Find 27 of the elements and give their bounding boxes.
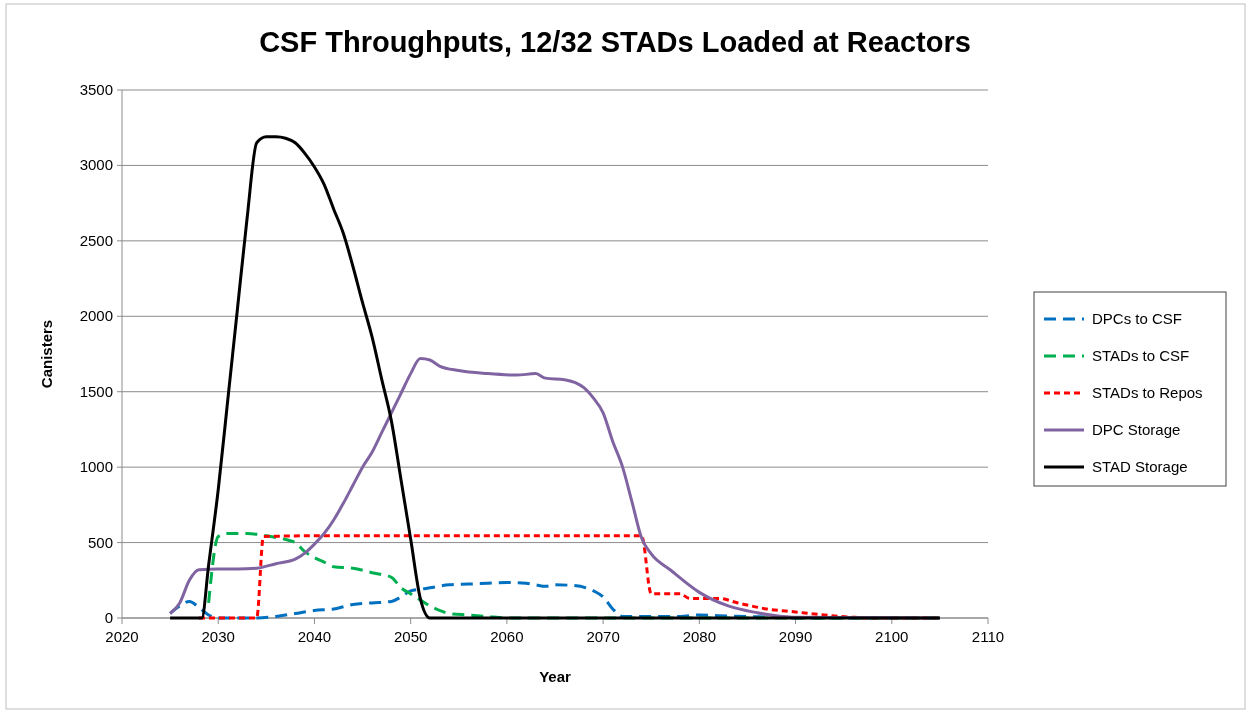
- x-tick-label: 2110: [971, 628, 1005, 645]
- x-tick-label: 2090: [778, 628, 813, 645]
- x-tick-label: 2080: [682, 628, 717, 645]
- x-axis-title: Year: [539, 668, 572, 685]
- y-tick-label: 0: [104, 609, 113, 626]
- x-tick-label: 2050: [393, 628, 428, 645]
- y-tick-label: 2000: [79, 307, 113, 325]
- y-tick-label: 500: [87, 533, 113, 551]
- y-axis-title: Canisters: [38, 319, 55, 389]
- x-tick-label: 2060: [490, 628, 524, 645]
- y-tick-label: 3000: [79, 156, 113, 174]
- x-tick-label: 2040: [297, 628, 332, 645]
- y-tick-label: 3500: [79, 81, 113, 98]
- x-tick-label: 2020: [105, 628, 139, 645]
- legend-label: STADs to Repos: [1092, 384, 1203, 401]
- x-tick-label: 2100: [875, 628, 909, 645]
- chart-title: CSF Throughputs, 12/32 STADs Loaded at Reactors: [259, 26, 971, 58]
- x-tick-label: 2070: [586, 628, 620, 645]
- legend-label: DPC Storage: [1092, 421, 1181, 438]
- y-tick-label: 2500: [79, 231, 113, 249]
- legend-label: DPCs to CSF: [1092, 310, 1183, 327]
- y-tick-label: 1500: [79, 382, 113, 400]
- y-tick-label: 1000: [79, 458, 113, 476]
- legend-label: STAD Storage: [1092, 458, 1188, 475]
- line-series: [168, 135, 942, 620]
- x-tick-label: 2030: [201, 628, 235, 645]
- legend-label: STADs to CSF: [1092, 347, 1190, 364]
